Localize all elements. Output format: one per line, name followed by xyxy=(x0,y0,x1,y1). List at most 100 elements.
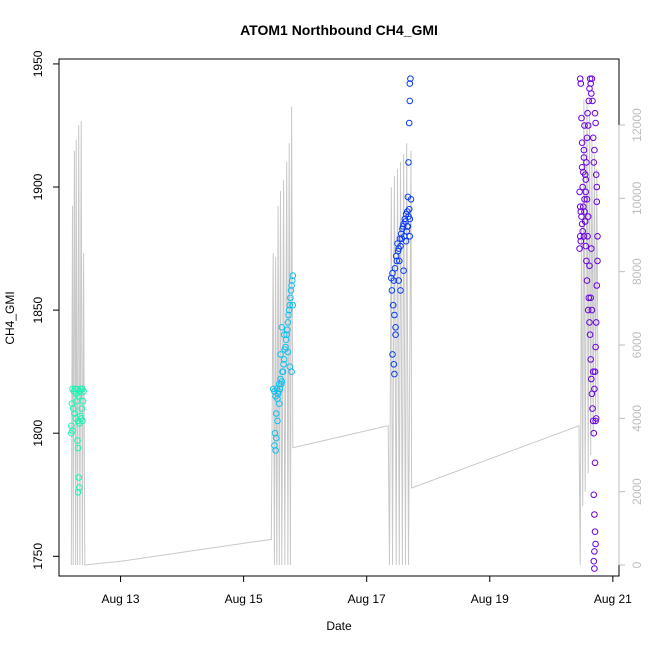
y-tick-label-left: 1850 xyxy=(31,296,45,323)
data-point xyxy=(592,319,600,326)
data-point xyxy=(578,213,585,220)
x-tick-label: Aug 19 xyxy=(471,592,509,606)
data-point xyxy=(581,196,588,203)
x-tick-label: Aug 15 xyxy=(225,592,263,606)
data-point xyxy=(584,122,592,129)
y-tick-label-right: 6000 xyxy=(630,331,644,358)
data-point xyxy=(69,427,76,435)
data-point xyxy=(80,388,87,395)
data-point xyxy=(591,109,599,117)
data-point xyxy=(274,417,281,425)
data-point xyxy=(74,437,81,444)
data-point xyxy=(397,242,404,250)
data-point xyxy=(280,331,288,339)
data-point xyxy=(391,370,398,378)
data-point xyxy=(594,257,601,265)
data-point xyxy=(589,134,597,142)
data-point xyxy=(586,75,594,82)
data-point xyxy=(583,134,591,142)
data-point xyxy=(585,294,593,302)
data-point xyxy=(582,176,590,183)
x-tick-label: Aug 21 xyxy=(594,592,632,606)
data-point xyxy=(581,218,589,225)
data-point xyxy=(578,139,586,146)
data-point xyxy=(289,301,297,309)
data-point xyxy=(587,294,595,302)
data-point xyxy=(591,528,599,536)
data-point xyxy=(79,397,87,405)
data-point xyxy=(592,171,600,178)
data-point xyxy=(397,287,404,294)
data-point xyxy=(582,242,590,250)
data-point xyxy=(588,90,595,97)
data-point xyxy=(78,405,86,412)
data-point xyxy=(593,282,601,289)
data-point xyxy=(275,388,283,395)
y-tick-label-right: 12000 xyxy=(630,108,644,142)
data-point xyxy=(405,159,412,166)
x-axis: Aug 13 Aug 15 Aug 17 Aug 19 Aug 21 xyxy=(102,575,632,606)
data-point xyxy=(407,75,414,82)
data-point xyxy=(287,294,294,302)
data-point xyxy=(591,565,598,572)
data-point xyxy=(287,287,295,294)
data-point xyxy=(584,306,592,314)
data-point xyxy=(288,277,296,284)
data-point xyxy=(594,233,601,240)
data-point xyxy=(580,154,588,161)
data-point xyxy=(592,343,599,351)
y-tick-label-right: 8000 xyxy=(630,258,644,285)
y-axis-right: 0 2000 4000 6000 8000 10000 12000 xyxy=(618,108,644,568)
data-point xyxy=(584,109,591,117)
data-point xyxy=(579,228,587,235)
x-axis-label: Date xyxy=(326,619,352,633)
y-tick-label-right: 2000 xyxy=(630,478,644,505)
data-point xyxy=(576,203,584,210)
data-point xyxy=(405,119,413,127)
data-point xyxy=(584,213,592,220)
data-point xyxy=(390,277,398,284)
data-point xyxy=(285,311,292,319)
data-point xyxy=(406,233,414,240)
data-point xyxy=(288,282,295,289)
data-point xyxy=(278,324,286,331)
data-point xyxy=(593,183,601,191)
data-point xyxy=(407,196,415,203)
data-point xyxy=(286,301,294,309)
data-point xyxy=(391,265,399,272)
data-point xyxy=(272,434,280,442)
y-tick-label-left: 1800 xyxy=(31,420,45,447)
y-tick-label-right: 4000 xyxy=(630,405,644,432)
data-point xyxy=(585,97,593,105)
data-point xyxy=(588,375,595,383)
data-point xyxy=(578,114,585,122)
data-point xyxy=(589,368,597,376)
data-point xyxy=(591,146,598,154)
data-point xyxy=(583,196,591,203)
data-point xyxy=(584,233,591,240)
data-point xyxy=(73,397,81,405)
data-point xyxy=(391,311,398,319)
data-point xyxy=(593,198,601,206)
data-point xyxy=(577,80,585,87)
data-point xyxy=(588,306,596,314)
data-point xyxy=(400,267,407,275)
x-tick-label: Aug 17 xyxy=(348,592,386,606)
plot-frame xyxy=(58,58,620,577)
data-point xyxy=(576,188,583,196)
data-point xyxy=(590,557,598,565)
data-point xyxy=(284,319,292,326)
data-point xyxy=(592,415,600,422)
y-tick-label-left: 1950 xyxy=(31,50,45,77)
data-point xyxy=(581,122,588,129)
data-point xyxy=(579,183,587,191)
data-point xyxy=(404,223,411,230)
data-point xyxy=(280,361,287,368)
data-point xyxy=(591,511,598,518)
data-point xyxy=(390,361,398,368)
data-point xyxy=(283,331,291,339)
data-point xyxy=(279,368,286,376)
data-point xyxy=(288,368,295,376)
data-point xyxy=(284,348,292,356)
data-point xyxy=(276,400,283,408)
